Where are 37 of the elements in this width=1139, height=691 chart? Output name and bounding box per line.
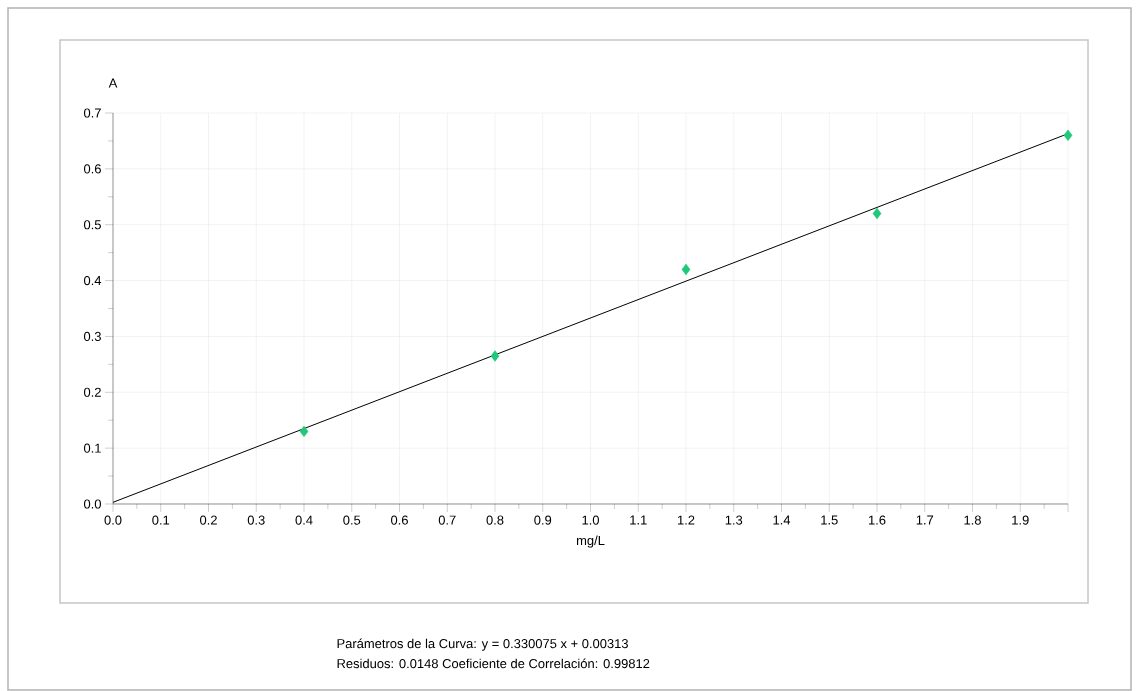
y-tick-label: 0.5 (83, 220, 101, 230)
x-tick-label: 0.4 (295, 515, 313, 525)
text: Parámetros de la Curva: y = 0.330075 x + 0.00313 (337, 638, 628, 651)
x-tick-label: 1.8 (964, 515, 981, 525)
x-tick-label: 1.3 (725, 515, 743, 525)
x-tick-label: 0.1 (152, 515, 170, 525)
x-tick-label: 0.7 (438, 515, 456, 525)
y-tick-label: 0.3 (83, 331, 101, 342)
x-tick-label: 0.2 (200, 515, 217, 525)
y-axis-title: A (108, 78, 118, 88)
x-tick-label: 1.1 (630, 515, 647, 525)
point (299, 425, 309, 438)
y-tick-label: 0.1 (83, 443, 101, 453)
y-tick-label: 0.7 (83, 108, 101, 118)
y-tick-label: 0.4 (83, 275, 102, 286)
x-tick-label: 0.9 (534, 515, 552, 525)
point (872, 207, 882, 220)
x-tick-label: 0.5 (343, 515, 361, 525)
x-tick-label: 0.3 (247, 515, 265, 525)
y-tick-label: 0.2 (83, 387, 101, 397)
point (681, 263, 691, 276)
x-tick-label: 1.5 (821, 515, 838, 525)
x-tick-label: 0.6 (391, 515, 408, 525)
y-tick-label: 0.0 (83, 499, 101, 509)
x-tick-label: 1.7 (916, 515, 934, 525)
x-axis-title: mg/L (576, 535, 605, 548)
x-tick-label: 1.0 (582, 515, 600, 525)
point (490, 350, 500, 362)
y-tick-label: 0.6 (83, 164, 101, 174)
x-tick-label: 1.4 (773, 515, 791, 525)
x-tick-label: 0.8 (486, 515, 504, 525)
x-tick-label: 1.2 (677, 515, 695, 525)
text: Residuos: 0.0148 Coeficiente de Correlación: 0.99812 (337, 658, 650, 669)
point (1063, 129, 1073, 142)
x-tick-label: 1.9 (1012, 515, 1029, 525)
x-tick-label: 0.0 (104, 515, 122, 525)
x-tick-label: 1.6 (868, 515, 886, 525)
